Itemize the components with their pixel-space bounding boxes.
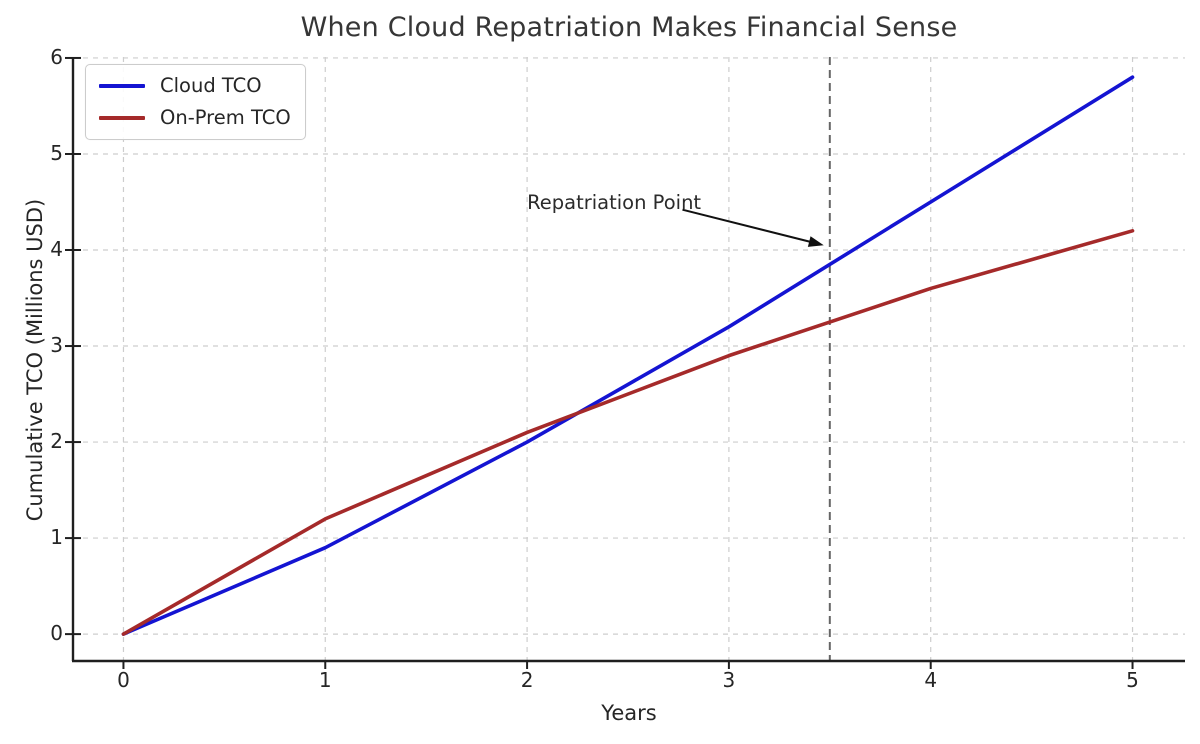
arrow-head [807,236,824,247]
y-tick-label: 4 [50,237,63,261]
legend-item-onprem: On-Prem TCO [99,106,291,129]
cloud-tco-line [121,75,1135,636]
legend-label-onprem: On-Prem TCO [160,106,291,129]
x-axis-label: Years [601,701,657,725]
y-tick-label: 0 [50,621,63,646]
y-axis-label: Cumulative TCO (Millions USD) [23,198,47,522]
axes-spines [71,57,1185,663]
x-tick-label: 4 [924,668,938,692]
y-tick-label: 1 [50,525,63,550]
y-tick-label: 5 [50,140,63,165]
x-tick-label: 2 [520,668,534,692]
legend-item-cloud: Cloud TCO [99,74,291,97]
cloud-line-swatch [99,83,145,88]
x-tick-label: 1 [318,668,332,692]
legend-label-cloud: Cloud TCO [160,74,262,97]
annotation-arrow [682,208,824,247]
y-tick-label: 3 [50,333,63,358]
x-tick-label: 5 [1126,668,1139,692]
onprem-tco-line [121,229,1135,636]
y-tick-label: 6 [50,44,63,69]
tick-marks [65,56,1134,669]
legend: Cloud TCO On-Prem TCO [85,64,306,140]
onprem-line-swatch [99,115,145,120]
arrow-shaft [682,208,819,245]
chart-title: When Cloud Repatriation Makes Financial … [300,12,958,43]
y-tick-label: 2 [50,429,63,454]
grid-lines [73,57,1185,661]
x-tick-label: 0 [117,668,130,692]
x-tick-label: 3 [722,668,736,692]
annotation-label: Repatriation Point [527,191,702,215]
series-lines [121,75,1135,636]
